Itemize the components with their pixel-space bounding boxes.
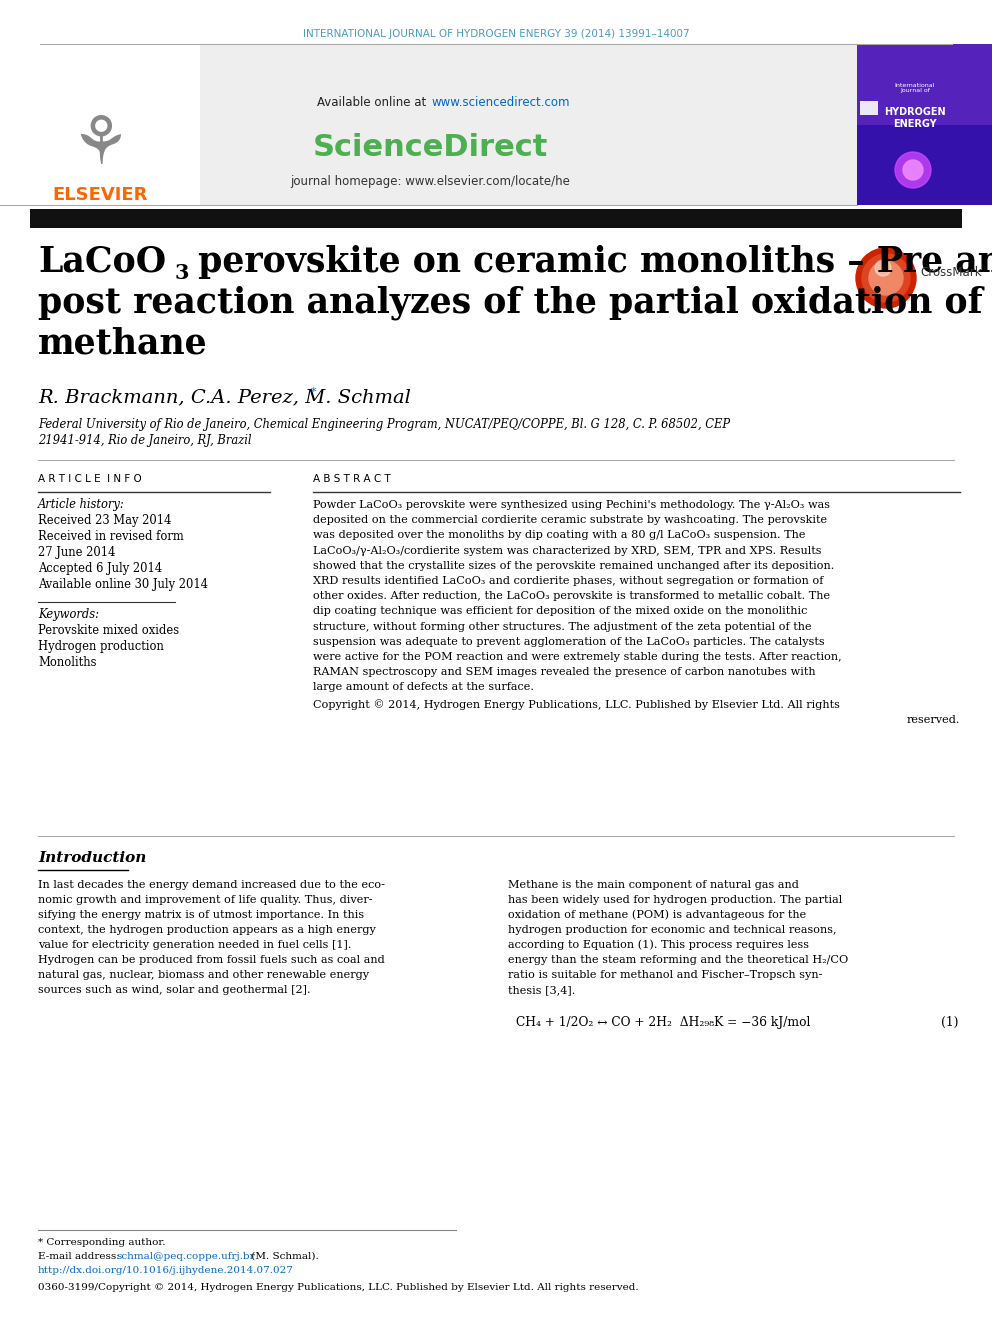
Text: value for electricity generation needed in fuel cells [1].: value for electricity generation needed …: [38, 941, 351, 950]
Text: large amount of defects at the surface.: large amount of defects at the surface.: [313, 683, 534, 692]
Text: deposited on the commercial cordierite ceramic substrate by washcoating. The per: deposited on the commercial cordierite c…: [313, 515, 827, 525]
Bar: [857, 44, 992, 205]
Text: showed that the crystallite sizes of the perovskite remained unchanged after its: showed that the crystallite sizes of the…: [313, 561, 834, 570]
Text: 27 June 2014: 27 June 2014: [38, 546, 115, 560]
Text: other oxides. After reduction, the LaCoO₃ perovskite is transformed to metallic : other oxides. After reduction, the LaCoO…: [313, 591, 830, 601]
Bar: [860, 101, 878, 115]
Text: oxidation of methane (POM) is advantageous for the: oxidation of methane (POM) is advantageo…: [508, 909, 806, 919]
Text: Hydrogen production: Hydrogen production: [38, 640, 164, 654]
Text: Hydrogen can be produced from fossil fuels such as coal and: Hydrogen can be produced from fossil fue…: [38, 955, 385, 964]
Text: context, the hydrogen production appears as a high energy: context, the hydrogen production appears…: [38, 925, 376, 935]
Bar: [0, 44, 992, 205]
Text: E-mail address:: E-mail address:: [38, 1252, 123, 1261]
Text: LaCoO₃/γ-Al₂O₃/cordierite system was characterized by XRD, SEM, TPR and XPS. Res: LaCoO₃/γ-Al₂O₃/cordierite system was cha…: [313, 545, 821, 556]
Text: ratio is suitable for methanol and Fischer–Tropsch syn-: ratio is suitable for methanol and Fisch…: [508, 970, 822, 980]
Text: dip coating technique was efficient for deposition of the mixed oxide on the mon: dip coating technique was efficient for …: [313, 606, 807, 617]
Text: INTERNATIONAL JOURNAL OF HYDROGEN ENERGY 39 (2014) 13991–14007: INTERNATIONAL JOURNAL OF HYDROGEN ENERGY…: [303, 29, 689, 38]
Text: R. Brackmann, C.A. Perez, M. Schmal: R. Brackmann, C.A. Perez, M. Schmal: [38, 388, 411, 406]
Text: ⚘: ⚘: [70, 112, 130, 179]
Text: (M. Schmal).: (M. Schmal).: [248, 1252, 318, 1261]
Text: Available online at: Available online at: [317, 97, 430, 110]
Text: natural gas, nuclear, biomass and other renewable energy: natural gas, nuclear, biomass and other …: [38, 970, 369, 980]
Text: Accepted 6 July 2014: Accepted 6 July 2014: [38, 562, 162, 576]
Text: In last decades the energy demand increased due to the eco-: In last decades the energy demand increa…: [38, 880, 385, 890]
Circle shape: [856, 247, 916, 308]
Circle shape: [895, 152, 931, 188]
Text: was deposited over the monoliths by dip coating with a 80 g/l LaCoO₃ suspension.: was deposited over the monoliths by dip …: [313, 531, 806, 540]
Text: 21941-914, Rio de Janeiro, RJ, Brazil: 21941-914, Rio de Janeiro, RJ, Brazil: [38, 434, 252, 447]
Text: post reaction analyzes of the partial oxidation of: post reaction analyzes of the partial ox…: [38, 284, 983, 319]
Circle shape: [862, 254, 910, 302]
Text: Received in revised form: Received in revised form: [38, 531, 184, 542]
Text: schmal@peq.coppe.ufrj.br: schmal@peq.coppe.ufrj.br: [116, 1252, 255, 1261]
Text: Powder LaCoO₃ perovskite were synthesized using Pechini's methodology. The γ-Al₂: Powder LaCoO₃ perovskite were synthesize…: [313, 500, 830, 509]
Text: LaCoO: LaCoO: [38, 245, 166, 279]
Text: CrossMark: CrossMark: [920, 266, 982, 279]
Text: Introduction: Introduction: [38, 851, 147, 865]
Text: Monoliths: Monoliths: [38, 656, 96, 669]
Circle shape: [903, 160, 923, 180]
Circle shape: [875, 261, 891, 277]
Bar: [857, 124, 992, 205]
Text: Received 23 May 2014: Received 23 May 2014: [38, 515, 172, 527]
Text: according to Equation (1). This process requires less: according to Equation (1). This process …: [508, 939, 809, 950]
Text: CH₄ + 1/2O₂ ↔ CO + 2H₂  ΔH₂₉₈K = −36 kJ/mol: CH₄ + 1/2O₂ ↔ CO + 2H₂ ΔH₂₉₈K = −36 kJ/m…: [516, 1016, 810, 1029]
Text: methane: methane: [38, 327, 207, 361]
Text: http://dx.doi.org/10.1016/j.ijhydene.2014.07.027: http://dx.doi.org/10.1016/j.ijhydene.201…: [38, 1266, 294, 1275]
Text: has been widely used for hydrogen production. The partial: has been widely used for hydrogen produc…: [508, 894, 842, 905]
Text: Perovskite mixed oxides: Perovskite mixed oxides: [38, 624, 180, 636]
Text: journal homepage: www.elsevier.com/locate/he: journal homepage: www.elsevier.com/locat…: [290, 176, 570, 188]
Bar: [30, 209, 962, 228]
Text: * Corresponding author.: * Corresponding author.: [38, 1238, 166, 1248]
Text: HYDROGEN
ENERGY: HYDROGEN ENERGY: [884, 107, 945, 128]
Text: XRD results identified LaCoO₃ and cordierite phases, without segregation or form: XRD results identified LaCoO₃ and cordie…: [313, 576, 823, 586]
Circle shape: [869, 261, 903, 295]
Text: energy than the steam reforming and the theoretical H₂/CO: energy than the steam reforming and the …: [508, 955, 848, 964]
Text: RAMAN spectroscopy and SEM images revealed the presence of carbon nanotubes with: RAMAN spectroscopy and SEM images reveal…: [313, 667, 815, 677]
Text: Copyright © 2014, Hydrogen Energy Publications, LLC. Published by Elsevier Ltd. : Copyright © 2014, Hydrogen Energy Public…: [313, 699, 840, 709]
Text: perovskite on ceramic monoliths – Pre and: perovskite on ceramic monoliths – Pre an…: [186, 245, 992, 279]
Text: thesis [3,4].: thesis [3,4].: [508, 986, 575, 995]
Text: suspension was adequate to prevent agglomeration of the LaCoO₃ particles. The ca: suspension was adequate to prevent agglo…: [313, 636, 824, 647]
Text: Available online 30 July 2014: Available online 30 July 2014: [38, 578, 208, 591]
Text: A R T I C L E  I N F O: A R T I C L E I N F O: [38, 474, 142, 484]
Text: nomic growth and improvement of life quality. Thus, diver-: nomic growth and improvement of life qua…: [38, 894, 373, 905]
Text: reserved.: reserved.: [907, 714, 960, 725]
Text: hydrogen production for economic and technical reasons,: hydrogen production for economic and tec…: [508, 925, 836, 935]
Text: were active for the POM reaction and were extremely stable during the tests. Aft: were active for the POM reaction and wer…: [313, 652, 841, 662]
Text: Keywords:: Keywords:: [38, 609, 99, 620]
Text: sources such as wind, solar and geothermal [2].: sources such as wind, solar and geotherm…: [38, 986, 310, 995]
Text: Article history:: Article history:: [38, 497, 125, 511]
Text: (1): (1): [940, 1016, 958, 1029]
Text: 0360-3199/Copyright © 2014, Hydrogen Energy Publications, LLC. Published by Else: 0360-3199/Copyright © 2014, Hydrogen Ene…: [38, 1283, 639, 1293]
Text: sifying the energy matrix is of utmost importance. In this: sifying the energy matrix is of utmost i…: [38, 910, 364, 919]
Text: structure, without forming other structures. The adjustment of the zeta potentia: structure, without forming other structu…: [313, 622, 811, 631]
Text: International
Journal of: International Journal of: [895, 82, 935, 94]
Text: ScienceDirect: ScienceDirect: [312, 132, 548, 161]
Text: *: *: [311, 388, 316, 397]
Text: 3: 3: [175, 263, 189, 283]
Text: www.sciencedirect.com: www.sciencedirect.com: [431, 97, 569, 110]
Text: ELSEVIER: ELSEVIER: [53, 187, 148, 204]
Text: Methane is the main component of natural gas and: Methane is the main component of natural…: [508, 880, 799, 890]
Bar: [0, 44, 200, 205]
Text: Federal University of Rio de Janeiro, Chemical Engineering Program, NUCAT/PEQ/CO: Federal University of Rio de Janeiro, Ch…: [38, 418, 730, 431]
Text: A B S T R A C T: A B S T R A C T: [313, 474, 391, 484]
